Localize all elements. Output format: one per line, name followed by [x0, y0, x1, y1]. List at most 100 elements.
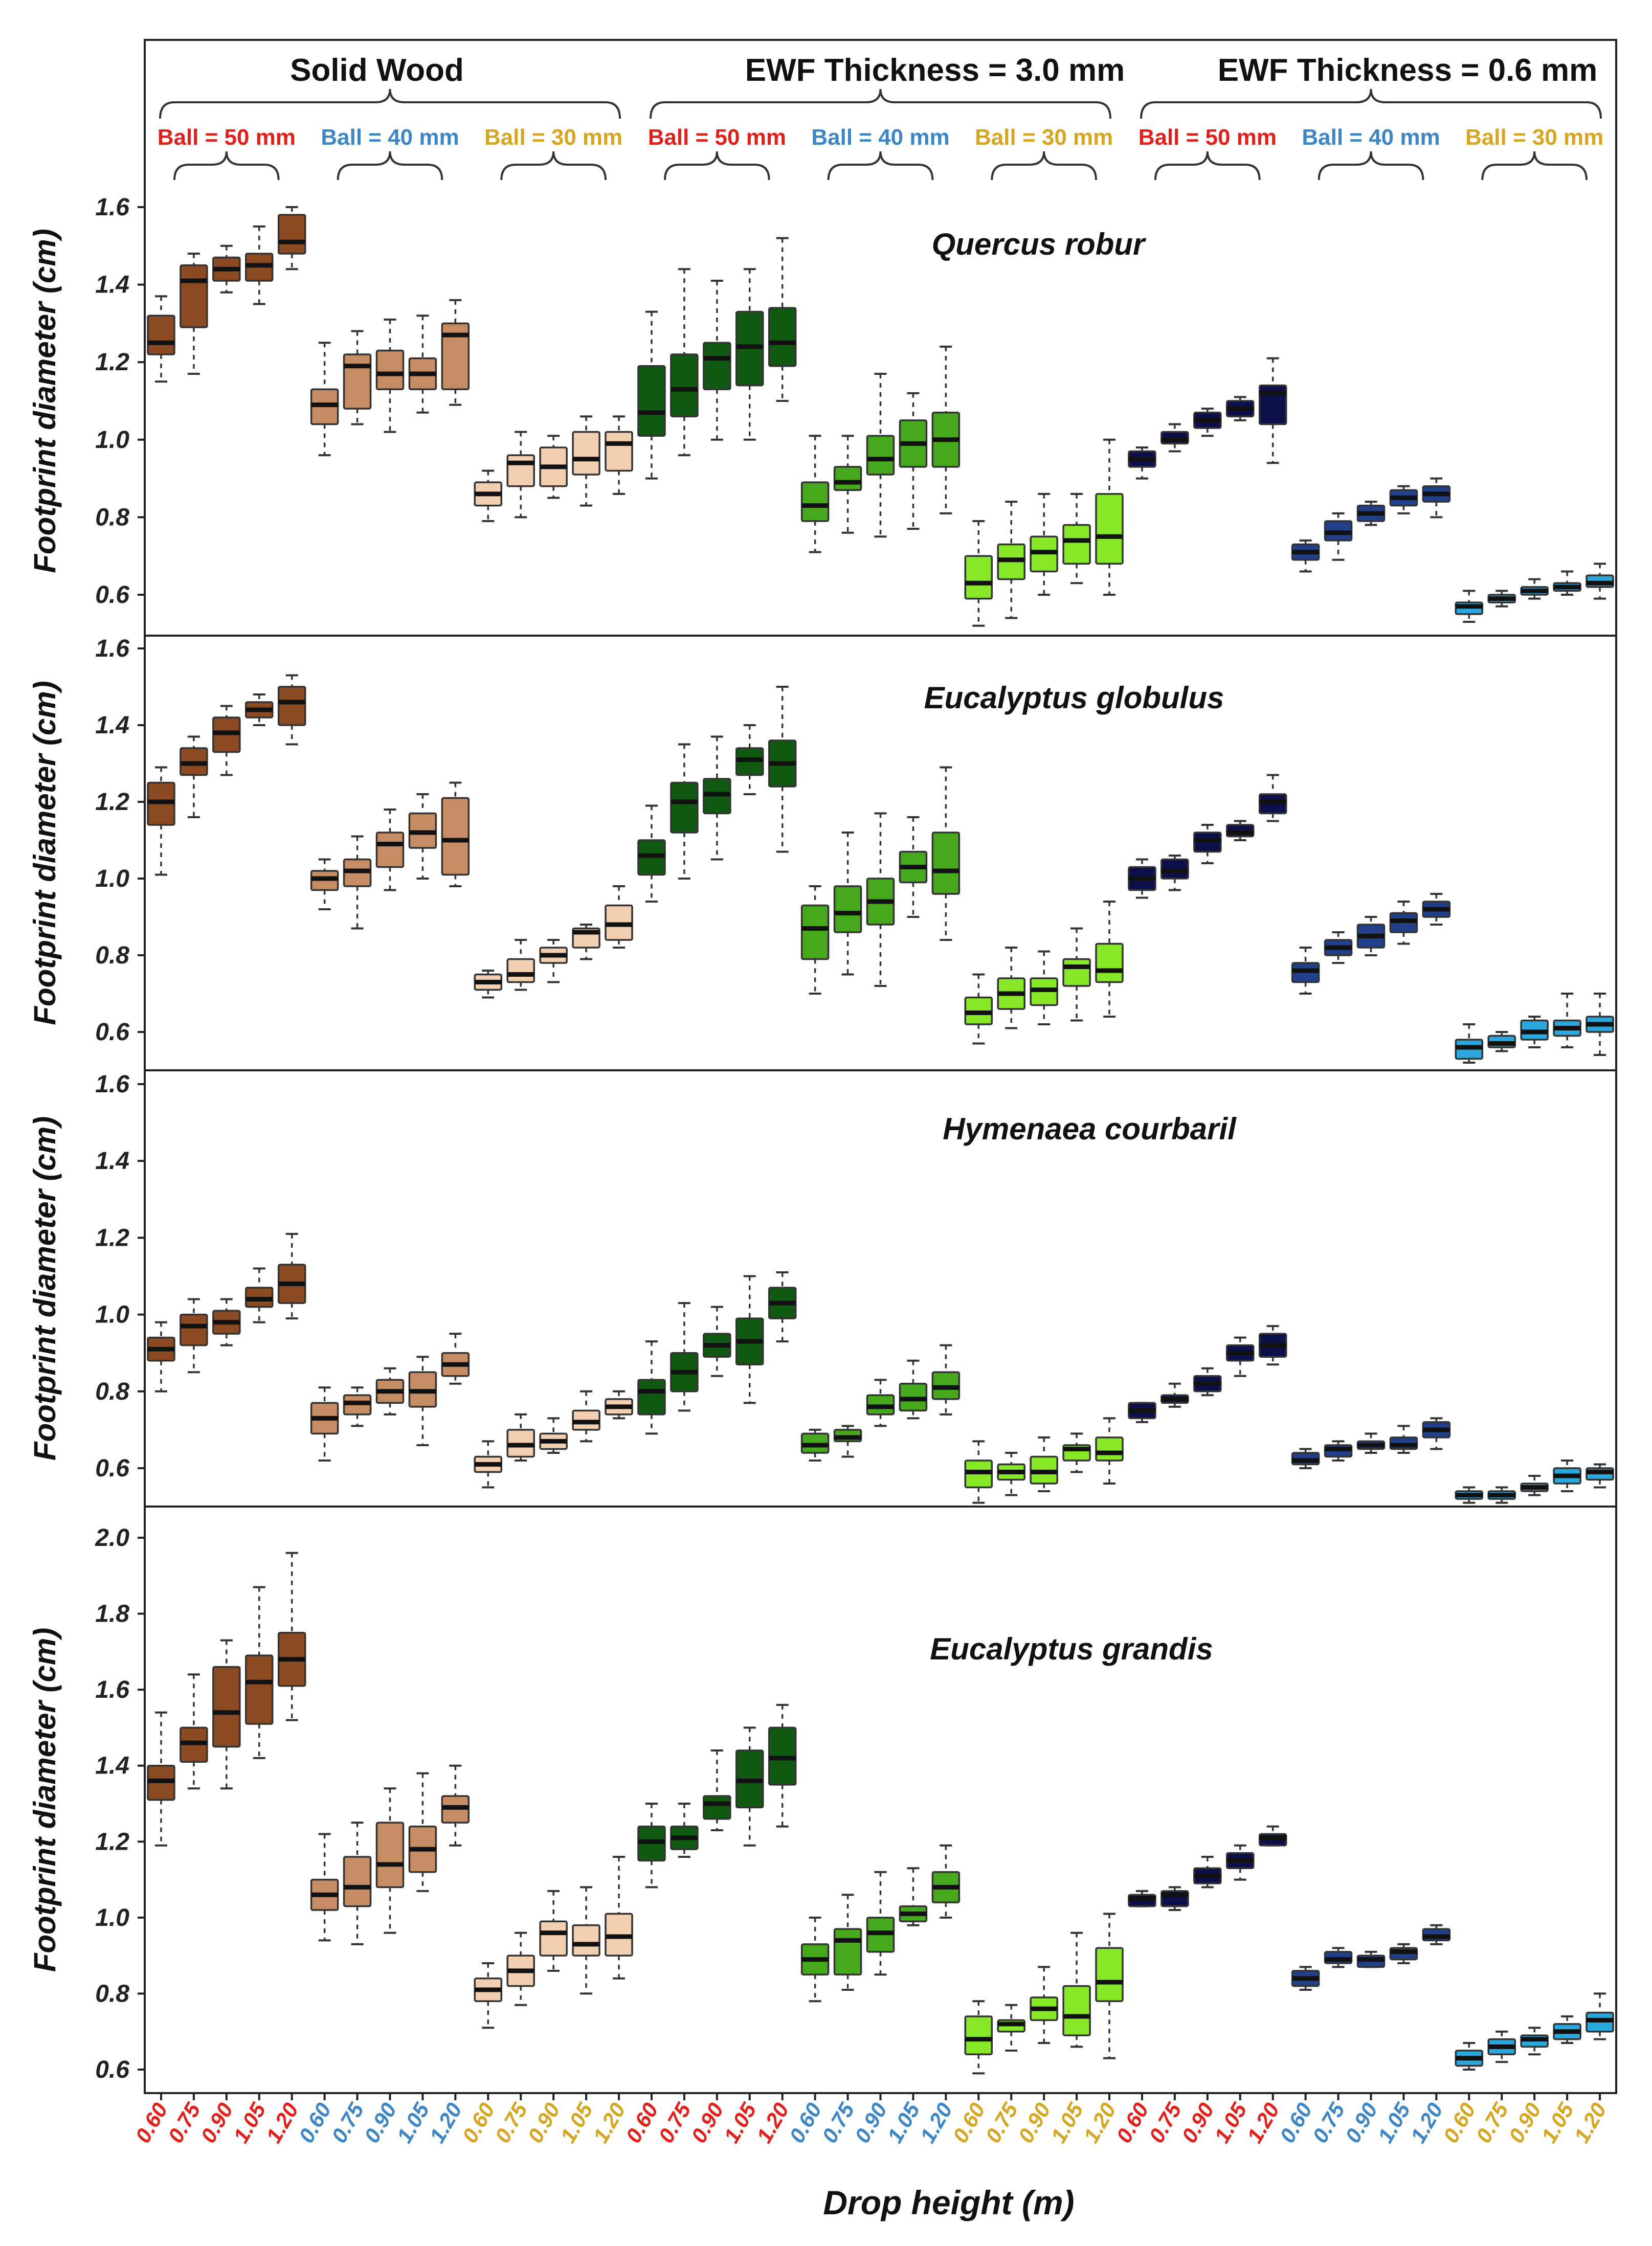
- y-axis-label-panel-2: Footprint diameter (cm): [28, 681, 62, 1025]
- x-tick-label-27: 0.75: [980, 2098, 1022, 2147]
- x-tick-label-17: 0.75: [654, 2098, 696, 2147]
- ball-header-50-solid-wood: Ball = 50 mm: [158, 125, 296, 150]
- box-p1-g1-h5: [277, 214, 306, 255]
- ball-header-50-ewf-06mm: Ball = 50 mm: [1138, 125, 1277, 150]
- box-p1-g3-h2: [506, 454, 535, 487]
- box-p2-g3-h2: [506, 958, 535, 983]
- ball-brace-4: [664, 151, 770, 181]
- group-brace-solid-wood: [159, 88, 621, 119]
- box-p4-g3-h4: [572, 1924, 600, 1957]
- axis-layer: Drop height (m) Footprint diameter (cm) F…: [28, 194, 1611, 2221]
- x-tick-label-34: 1.05: [1210, 2098, 1252, 2147]
- ball-brace-5: [827, 151, 934, 181]
- box-p2-g5-h5: [931, 832, 961, 895]
- species-title-panel-1: Quercus robur: [932, 227, 1147, 261]
- x-tick-label-38: 0.90: [1341, 2099, 1382, 2147]
- y-tick-label-p4-1: 0.6: [95, 2056, 129, 2083]
- x-tick-label-1: 0.60: [130, 2099, 172, 2147]
- y-tick-label-p3-3: 1.0: [95, 1301, 129, 1329]
- plot-layer: Quercus robur Eucalyptus globulus Hymenaea…: [144, 39, 1617, 2094]
- ball-brace-9: [1481, 151, 1588, 181]
- x-tick-label-25: 1.20: [916, 2099, 957, 2147]
- ball-header-40-ewf-3mm: Ball = 40 mm: [811, 125, 949, 150]
- y-tick-label-p4-8: 2.0: [95, 1524, 129, 1552]
- ball-brace-8: [1318, 151, 1424, 181]
- y-tick-label-p3-2: 0.8: [95, 1378, 129, 1405]
- box-p2-g2-h3: [375, 832, 405, 868]
- x-tick-label-41: 0.60: [1439, 2099, 1481, 2147]
- box-p4-g4-h3: [703, 1795, 731, 1820]
- species-title-panel-2: Eucalyptus globulus: [924, 681, 1224, 715]
- y-tick-label-p4-4: 1.2: [95, 1828, 129, 1855]
- y-tick-label-p3-5: 1.4: [95, 1148, 129, 1175]
- y-tick-label-p4-7: 1.8: [95, 1601, 129, 1628]
- y-tick-label-p2-2: 0.8: [95, 942, 129, 969]
- x-tick-label-7: 0.75: [327, 2098, 369, 2147]
- x-tick-label-29: 1.05: [1046, 2098, 1088, 2147]
- x-tick-label-6: 0.60: [294, 2099, 336, 2147]
- ball-brace-7: [1154, 151, 1261, 181]
- x-tick-label-39: 1.05: [1373, 2098, 1415, 2147]
- x-tick-label-3: 0.90: [196, 2099, 238, 2147]
- x-tick-label-16: 0.60: [621, 2099, 663, 2147]
- x-tick-label-20: 1.20: [752, 2099, 794, 2147]
- y-tick-label-p2-1: 0.6: [95, 1019, 129, 1046]
- box-p4-g2-h3: [375, 1822, 405, 1889]
- y-tick-label-p3-6: 1.6: [95, 1071, 129, 1098]
- x-tick-label-21: 0.60: [785, 2099, 827, 2147]
- group-header-ewf-3mm: EWF Thickness = 3.0 mm: [745, 53, 1125, 88]
- x-tick-label-26: 0.60: [948, 2099, 990, 2147]
- x-tick-label-45: 1.20: [1569, 2099, 1611, 2147]
- box-p1-g2-h2: [343, 353, 372, 410]
- box-p1-g6-h1: [964, 555, 993, 600]
- x-tick-label-23: 0.90: [850, 2099, 892, 2147]
- y-tick-label-p2-5: 1.4: [95, 712, 129, 739]
- x-tick-label-9: 1.05: [392, 2098, 434, 2147]
- y-axis-label-panel-4: Footprint diameter (cm): [28, 1628, 62, 1972]
- box-p3-g4-h1: [637, 1379, 666, 1416]
- y-tick-label-p4-2: 0.8: [95, 1980, 129, 2007]
- x-tick-label-15: 1.20: [588, 2099, 630, 2147]
- box-p2-g1-h5: [277, 686, 306, 726]
- x-axis-label: Drop height (m): [823, 2184, 1074, 2221]
- plot-frame: [144, 39, 1617, 2094]
- box-p3-g6-h5: [1095, 1436, 1124, 1462]
- ball-brace-2: [337, 151, 443, 181]
- box-p3-g1-h2: [180, 1313, 208, 1346]
- x-tick-label-37: 0.75: [1308, 2098, 1350, 2147]
- ball-brace-1: [173, 151, 280, 181]
- x-tick-label-11: 0.60: [458, 2099, 500, 2147]
- box-p1-g4-h5: [768, 307, 797, 367]
- x-tick-label-40: 1.20: [1406, 2099, 1448, 2147]
- box-p2-g5-h2: [833, 885, 862, 933]
- y-tick-label-p3-4: 1.2: [95, 1224, 129, 1251]
- ball-header-40-ewf-06mm: Ball = 40 mm: [1302, 125, 1440, 150]
- box-p1-g5-h3: [866, 435, 895, 476]
- x-tick-label-4: 1.05: [229, 2098, 271, 2147]
- x-tick-label-31: 0.60: [1111, 2099, 1153, 2147]
- box-p4-g1-h4: [245, 1654, 274, 1725]
- group-brace-ewf-3mm: [650, 88, 1111, 119]
- x-tick-label-33: 0.90: [1177, 2099, 1219, 2147]
- x-tick-label-35: 1.20: [1242, 2099, 1284, 2147]
- ball-brace-6: [991, 151, 1097, 181]
- box-p4-g5-h2: [833, 1928, 862, 1976]
- y-tick-label-p2-3: 1.0: [95, 865, 129, 892]
- y-tick-label-p1-5: 1.4: [95, 272, 129, 299]
- y-tick-label-p1-6: 1.6: [95, 194, 129, 221]
- header-layer: Solid Wood EWF Thickness = 3.0 mm EWF Th…: [158, 53, 1603, 181]
- box-p1-g6-h5: [1095, 493, 1124, 565]
- box-p1-g4-h2: [670, 353, 699, 418]
- y-axis-label-panel-1: Footprint diameter (cm): [28, 229, 62, 573]
- x-tick-label-18: 0.90: [686, 2099, 728, 2147]
- box-p1-g6-h4: [1062, 524, 1091, 565]
- box-p1-g4-h3: [703, 342, 731, 391]
- x-tick-label-36: 0.60: [1275, 2099, 1317, 2147]
- box-p1-g2-h3: [375, 349, 405, 391]
- box-p1-g1-h2: [180, 264, 208, 328]
- box-p2-g5-h1: [800, 904, 830, 960]
- group-header-ewf-06mm: EWF Thickness = 0.6 mm: [1218, 53, 1598, 88]
- group-brace-ewf-06mm: [1140, 88, 1602, 119]
- box-p4-g6-h1: [964, 2015, 993, 2056]
